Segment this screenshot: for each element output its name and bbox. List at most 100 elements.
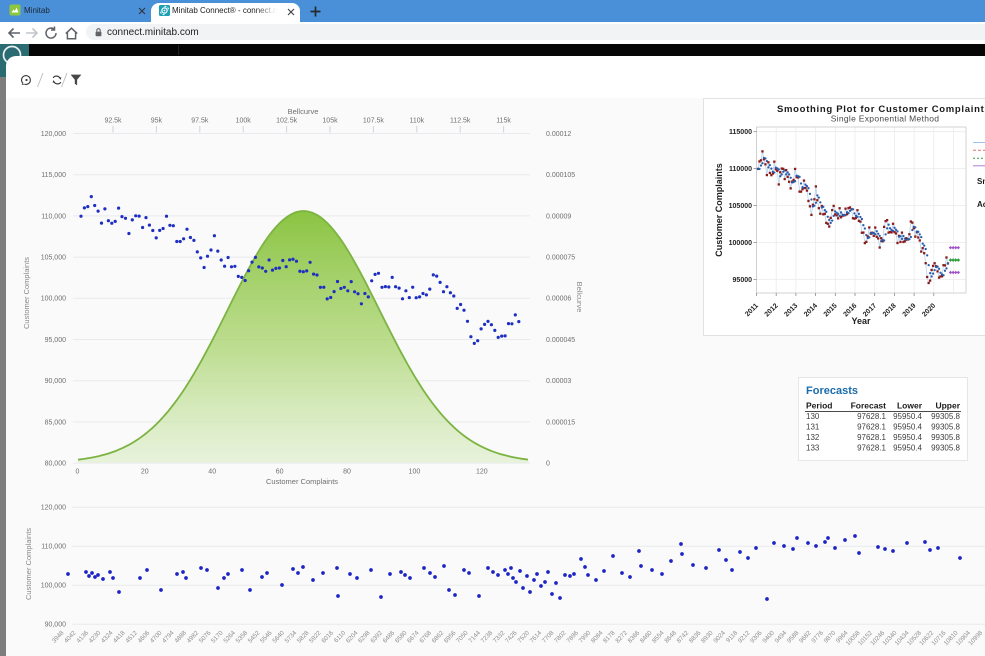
svg-text:131: 131	[806, 423, 820, 432]
svg-text:6580: 6580	[394, 629, 409, 644]
svg-text:Sm: Sm	[977, 177, 985, 186]
svg-text:4700: 4700	[149, 629, 164, 644]
svg-text:110000: 110000	[729, 166, 752, 173]
svg-text:Period: Period	[806, 401, 832, 411]
svg-text:5828: 5828	[296, 629, 311, 644]
svg-text:105,000: 105,000	[41, 255, 66, 262]
svg-text:2013: 2013	[783, 302, 799, 318]
svg-text:4794: 4794	[161, 629, 176, 644]
svg-text:7708: 7708	[541, 629, 556, 644]
svg-text:6298: 6298	[357, 629, 372, 644]
svg-text:5922: 5922	[308, 629, 323, 644]
svg-text:0.000015: 0.000015	[546, 419, 575, 426]
svg-text:95950.4: 95950.4	[893, 433, 922, 442]
svg-text:0.00003: 0.00003	[546, 378, 571, 385]
svg-text:0.000045: 0.000045	[546, 337, 575, 344]
svg-text:5264: 5264	[222, 629, 237, 644]
svg-text:5546: 5546	[259, 629, 274, 644]
svg-text:107.5k: 107.5k	[363, 118, 385, 125]
svg-text:8272: 8272	[614, 629, 629, 644]
svg-text:2019: 2019	[902, 302, 918, 318]
svg-text:97628.1: 97628.1	[857, 433, 886, 442]
svg-text:4982: 4982	[186, 629, 201, 644]
svg-text:112.5k: 112.5k	[450, 118, 471, 125]
svg-text:0: 0	[75, 469, 79, 476]
svg-text:133: 133	[806, 444, 820, 453]
svg-text:4606: 4606	[137, 629, 152, 644]
svg-text:7144: 7144	[467, 629, 482, 644]
svg-text:2012: 2012	[764, 302, 780, 318]
svg-text:Customer Complaints: Customer Complaints	[24, 528, 33, 600]
svg-text:5076: 5076	[198, 629, 213, 644]
svg-text:120: 120	[476, 469, 488, 476]
svg-text:5452: 5452	[247, 629, 262, 644]
svg-text:85,000: 85,000	[45, 419, 67, 426]
svg-text:95k: 95k	[151, 118, 163, 125]
svg-text:0.000105: 0.000105	[546, 172, 575, 179]
svg-text:100k: 100k	[236, 118, 252, 125]
svg-text:115000: 115000	[729, 129, 752, 136]
svg-text:8366: 8366	[627, 629, 642, 644]
svg-text:102.5k: 102.5k	[276, 118, 298, 125]
svg-text:120,000: 120,000	[41, 505, 66, 512]
svg-text:Bellcurve: Bellcurve	[575, 282, 584, 313]
svg-text:4888: 4888	[173, 629, 188, 644]
svg-text:2015: 2015	[823, 302, 839, 318]
svg-text:4042: 4042	[63, 629, 78, 644]
svg-text:9776: 9776	[810, 629, 825, 644]
svg-text:115,000: 115,000	[41, 172, 66, 179]
svg-text:8648: 8648	[663, 629, 678, 644]
svg-text:Forecast: Forecast	[851, 401, 887, 411]
svg-text:97628.1: 97628.1	[857, 412, 886, 421]
svg-text:Bellcurve: Bellcurve	[288, 107, 319, 116]
svg-text:7050: 7050	[455, 629, 470, 644]
svg-text:115k: 115k	[496, 118, 511, 125]
svg-text:99305.8: 99305.8	[931, 433, 960, 442]
svg-text:8836: 8836	[688, 629, 703, 644]
svg-text:9118: 9118	[725, 629, 740, 644]
svg-text:100,000: 100,000	[41, 296, 66, 303]
svg-text:2018: 2018	[882, 302, 898, 318]
svg-text:95950.4: 95950.4	[893, 444, 922, 453]
svg-text:4324: 4324	[100, 629, 115, 644]
svg-text:110,000: 110,000	[41, 213, 66, 220]
svg-text:3948: 3948	[51, 629, 66, 644]
svg-text:9306: 9306	[749, 629, 764, 644]
svg-text:110,000: 110,000	[41, 544, 66, 551]
svg-text:95000: 95000	[733, 277, 753, 284]
svg-text:8084: 8084	[590, 629, 605, 644]
svg-text:Year: Year	[851, 316, 871, 326]
svg-text:Customer Complaints: Customer Complaints	[266, 477, 338, 486]
svg-text:9212: 9212	[737, 629, 752, 644]
svg-text:20: 20	[141, 469, 149, 476]
svg-text:0.000075: 0.000075	[546, 255, 575, 262]
svg-text:5170: 5170	[210, 629, 225, 644]
svg-text:6956: 6956	[443, 629, 458, 644]
svg-text:6486: 6486	[382, 629, 397, 644]
svg-text:8178: 8178	[602, 629, 617, 644]
svg-text:90,000: 90,000	[45, 622, 67, 629]
svg-text:8930: 8930	[700, 629, 715, 644]
svg-text:100,000: 100,000	[41, 583, 66, 590]
svg-text:7426: 7426	[504, 629, 519, 644]
svg-text:110k: 110k	[409, 118, 424, 125]
svg-text:132: 132	[806, 433, 820, 442]
svg-text:99305.8: 99305.8	[931, 423, 960, 432]
svg-text:40: 40	[208, 469, 216, 476]
svg-text:Forecasts: Forecasts	[806, 385, 858, 397]
svg-text:6768: 6768	[418, 629, 433, 644]
svg-text:5358: 5358	[235, 629, 250, 644]
svg-text:4230: 4230	[88, 629, 103, 644]
svg-text:8742: 8742	[676, 629, 691, 644]
svg-text:105k: 105k	[322, 118, 338, 125]
svg-text:95950.4: 95950.4	[893, 412, 922, 421]
svg-text:10998: 10998	[967, 629, 984, 647]
svg-text:130: 130	[806, 412, 820, 421]
svg-text:9682: 9682	[798, 629, 813, 644]
svg-text:5640: 5640	[271, 629, 286, 644]
svg-text:5734: 5734	[284, 629, 299, 644]
svg-text:6392: 6392	[369, 629, 384, 644]
svg-text:6204: 6204	[345, 629, 360, 644]
svg-text:8460: 8460	[639, 629, 654, 644]
svg-text:Smoothing Plot for Customer Co: Smoothing Plot for Customer Complaints	[777, 104, 985, 115]
